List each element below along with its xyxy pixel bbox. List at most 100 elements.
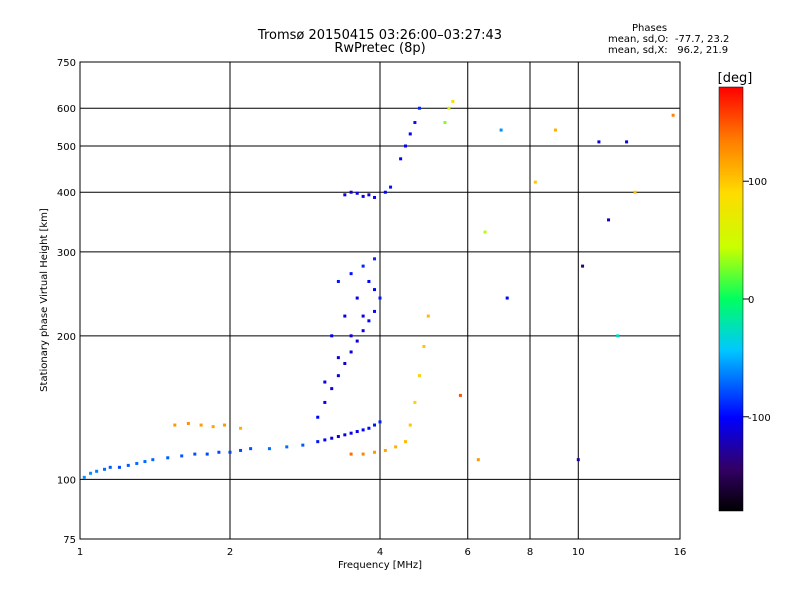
echo-point — [343, 433, 347, 437]
y-tick-label: 200 — [57, 332, 76, 343]
echo-point — [211, 425, 215, 429]
echo-point — [336, 356, 340, 360]
echo-point — [89, 471, 93, 475]
echo-point — [95, 469, 99, 473]
x-tick-label: 4 — [377, 547, 383, 558]
echo-point — [336, 435, 340, 439]
echo-point — [349, 350, 353, 354]
echo-point — [82, 475, 86, 479]
plot-frame — [79, 61, 681, 540]
grid-lines — [80, 62, 680, 539]
echo-point — [361, 194, 365, 198]
echo-point — [373, 257, 377, 261]
echo-point — [285, 445, 289, 449]
echo-point — [576, 458, 580, 462]
echo-point — [413, 121, 417, 125]
echo-point — [671, 113, 675, 117]
echo-point — [373, 288, 377, 292]
echo-point — [330, 387, 334, 391]
echo-point — [355, 296, 359, 300]
echo-point — [180, 454, 184, 458]
echo-point — [378, 296, 382, 300]
y-tick-label: 100 — [57, 475, 76, 486]
chart-title: Tromsø 20150415 03:26:00–03:27:43 — [257, 28, 503, 43]
echo-point — [349, 272, 353, 276]
echo-point — [422, 344, 426, 348]
echo-point — [330, 334, 334, 338]
colorbar-label: [deg] — [718, 71, 753, 86]
echo-point — [476, 458, 480, 462]
phase-box-line-o: mean, sd,O: -77.7, 23.2 — [608, 34, 730, 45]
echo-point — [355, 339, 359, 343]
phase-box-title: Phases — [632, 23, 668, 34]
echo-point — [239, 448, 243, 452]
x-axis-label: Frequency [MHz] — [338, 560, 422, 571]
y-tick-label: 400 — [57, 188, 76, 199]
x-axis-ticks: 1 2 4 6 8 10 16 — [77, 547, 687, 558]
echo-point — [349, 431, 353, 435]
chart-subtitle: RwPretec (8p) — [334, 41, 426, 56]
echo-point — [451, 99, 455, 103]
colorbar-tick-label: -100 — [748, 413, 771, 424]
echo-point — [499, 128, 503, 132]
echo-point — [383, 448, 387, 452]
echo-point — [367, 319, 371, 323]
echo-point — [228, 450, 232, 454]
echo-point — [361, 314, 365, 318]
x-tick-label: 8 — [527, 547, 533, 558]
echo-point — [367, 426, 371, 430]
echo-point — [301, 443, 305, 447]
colorbar-tick-label: 100 — [748, 177, 767, 188]
echo-point — [239, 426, 243, 430]
x-tick-label: 1 — [77, 547, 83, 558]
phase-box-line-x: mean, sd,X: 96.2, 21.9 — [608, 45, 729, 56]
echo-point — [505, 296, 509, 300]
y-tick-label: 750 — [57, 58, 76, 69]
echo-point — [199, 423, 203, 427]
echo-point — [597, 140, 601, 144]
echo-point — [355, 430, 359, 434]
echo-point — [373, 195, 377, 199]
echo-point — [336, 374, 340, 378]
x-tick-label: 10 — [572, 547, 585, 558]
echo-point — [117, 465, 121, 469]
x-tick-label: 16 — [674, 547, 687, 558]
echo-point — [625, 140, 629, 144]
echo-point — [389, 185, 393, 189]
echo-point — [316, 440, 320, 444]
echo-point — [343, 314, 347, 318]
echo-point — [373, 423, 377, 427]
echo-point — [426, 314, 430, 318]
echo-point — [323, 380, 327, 384]
echo-point — [458, 393, 462, 397]
echo-point — [553, 128, 557, 132]
echo-point — [349, 190, 353, 194]
echo-point — [483, 230, 487, 234]
echo-point — [373, 450, 377, 454]
echo-point — [249, 447, 253, 451]
echo-point — [378, 420, 382, 424]
echo-point — [316, 415, 320, 419]
echo-point — [399, 157, 403, 161]
echo-point — [323, 438, 327, 442]
echo-point — [403, 144, 407, 148]
echo-point — [367, 193, 371, 197]
data-points — [82, 99, 675, 479]
echo-point — [355, 191, 359, 195]
echo-point — [361, 329, 365, 333]
echo-point — [126, 463, 130, 467]
y-tick-label: 500 — [57, 142, 76, 153]
y-tick-label: 75 — [63, 535, 76, 546]
echo-point — [367, 279, 371, 283]
echo-point — [205, 452, 209, 456]
echo-point — [108, 465, 112, 469]
echo-point — [323, 400, 327, 404]
echo-point — [616, 334, 620, 338]
echo-point — [143, 460, 147, 464]
y-tick-label: 300 — [57, 248, 76, 259]
colorbar-tick-label: 0 — [748, 295, 754, 306]
echo-point — [267, 447, 271, 451]
echo-point — [633, 190, 637, 194]
echo-point — [217, 450, 221, 454]
echo-point — [373, 309, 377, 313]
